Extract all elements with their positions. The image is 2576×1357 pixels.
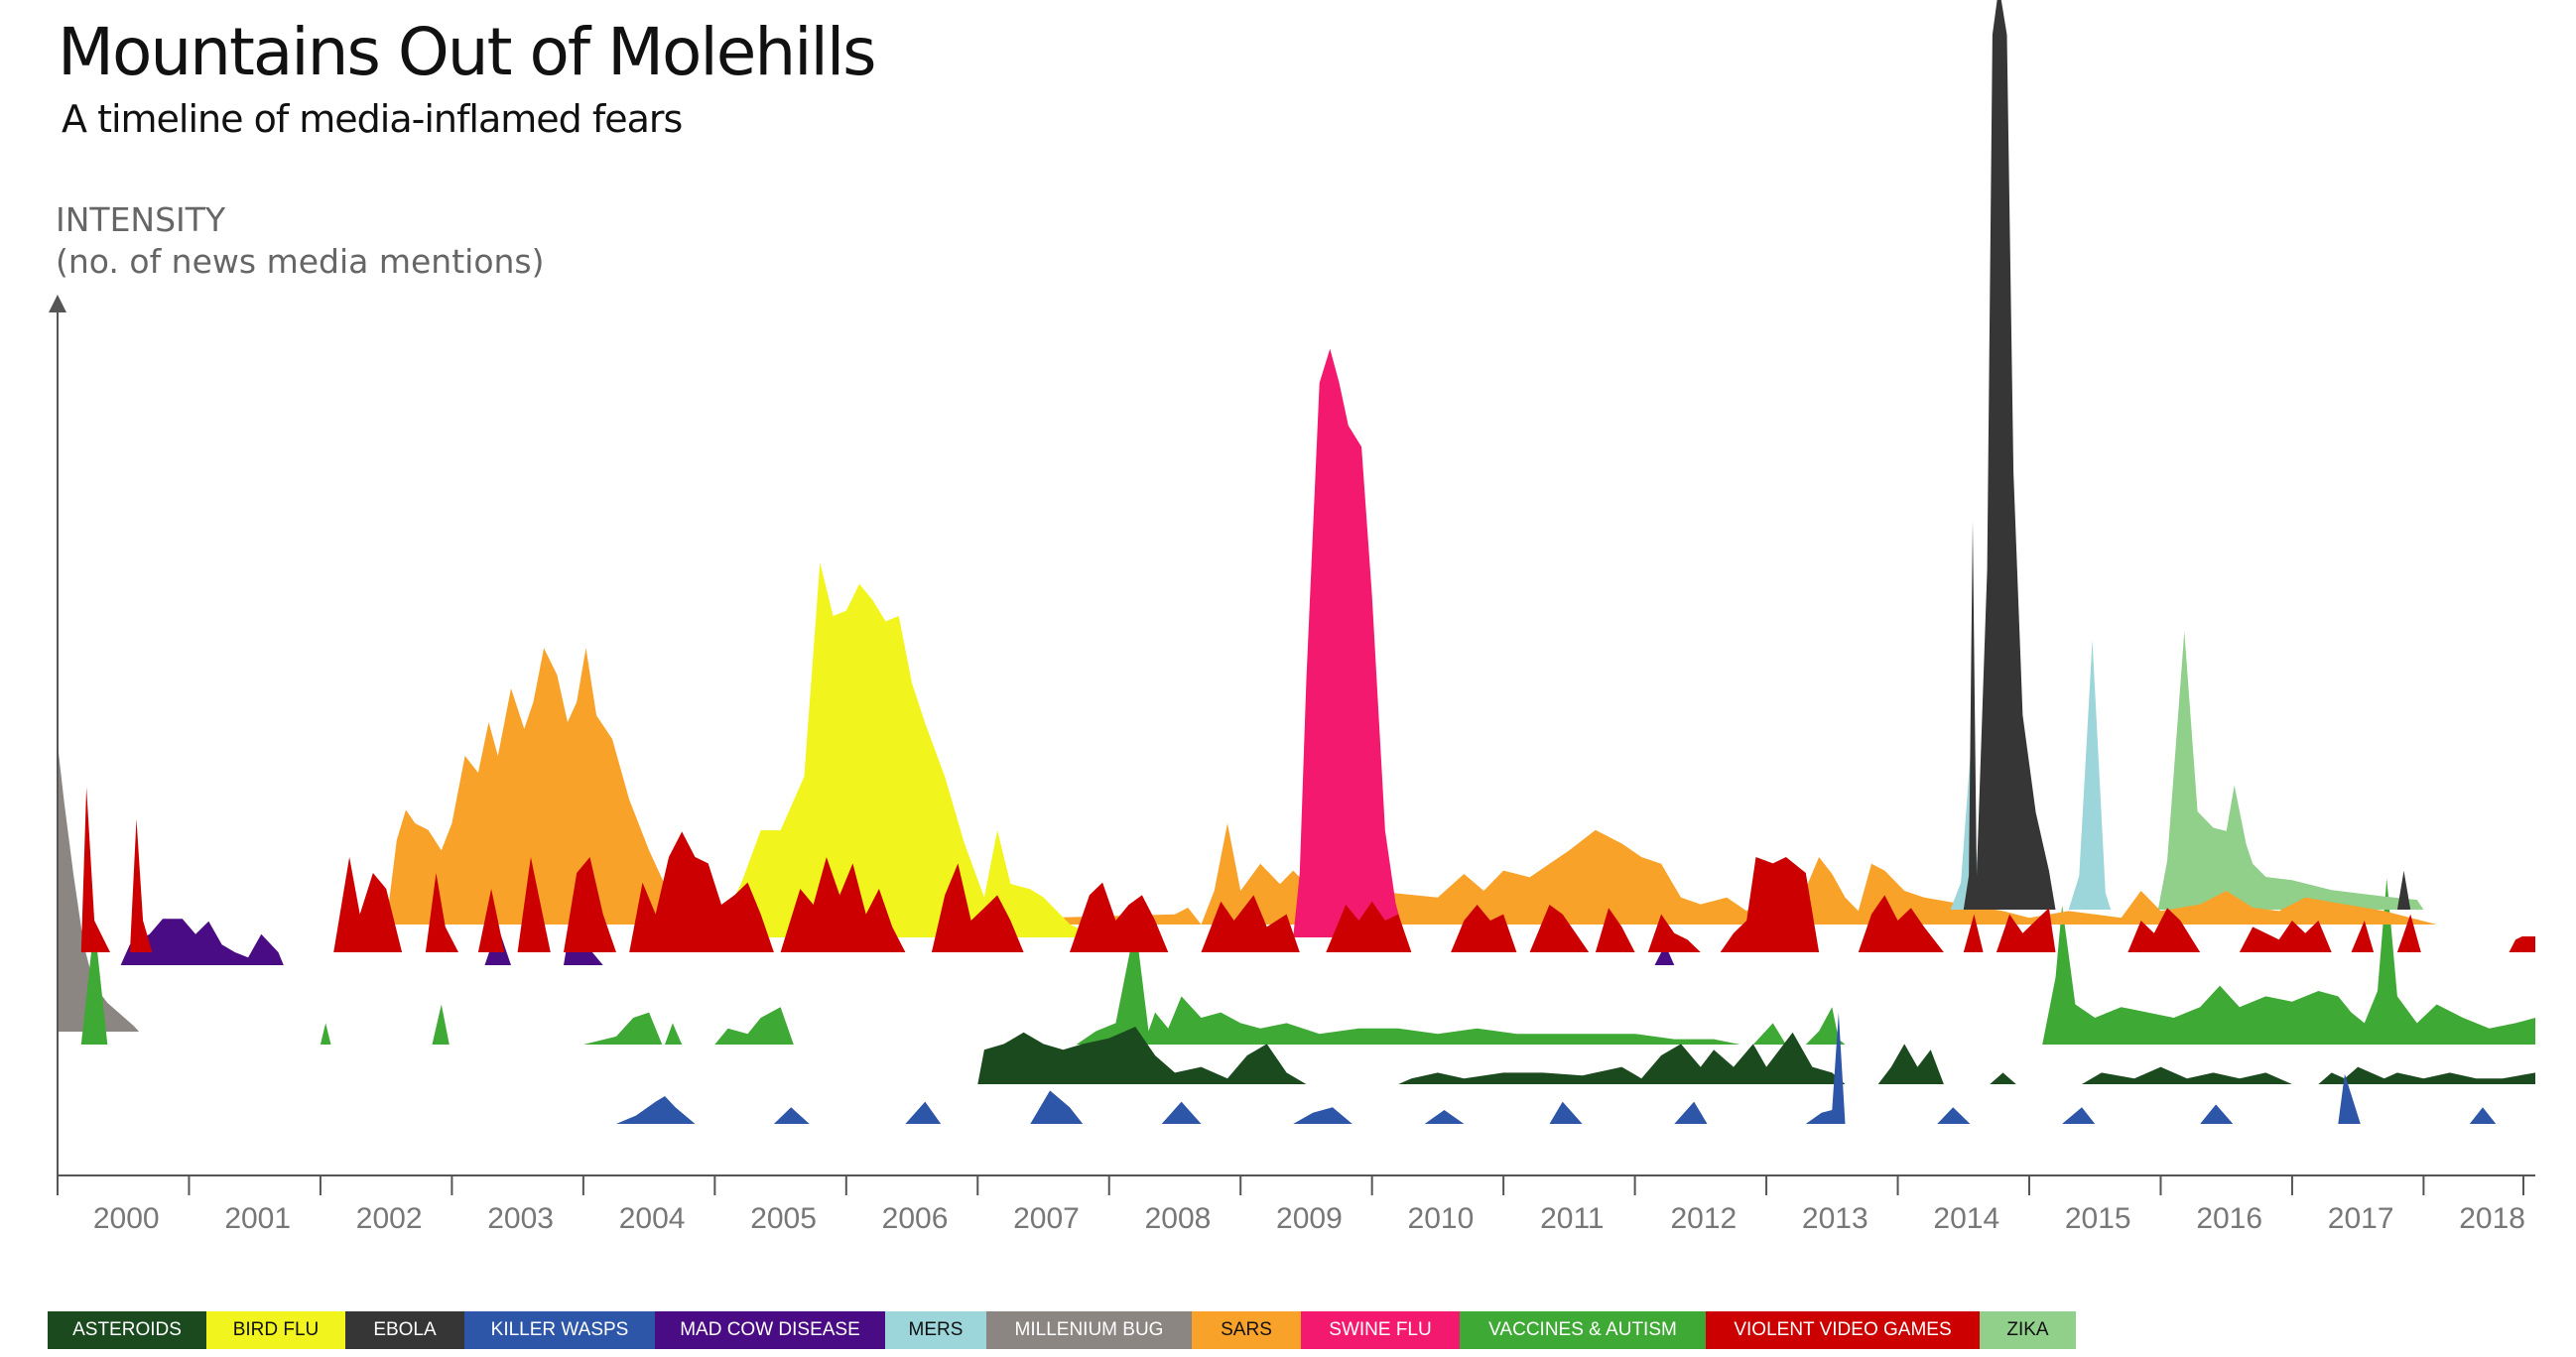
- x-tick-label-2009: 2009: [1276, 1202, 1343, 1235]
- legend-item-mad-cow-disease: MAD COW DISEASE: [655, 1311, 885, 1349]
- series-millenium-bug: [58, 744, 140, 1032]
- legend-item-bird-flu: BIRD FLU: [206, 1311, 345, 1349]
- legend-item-zika: ZIKA: [1980, 1311, 2076, 1349]
- legend-item-violent-video-games: VIOLENT VIDEO GAMES: [1706, 1311, 1980, 1349]
- x-tick-label-2018: 2018: [2459, 1202, 2525, 1235]
- x-tick-label-2000: 2000: [93, 1202, 160, 1235]
- x-tick-label-2013: 2013: [1802, 1202, 1868, 1235]
- y-axis-label: INTENSITY: [56, 200, 226, 239]
- x-tick-label-2006: 2006: [882, 1202, 949, 1235]
- x-tick-label-2014: 2014: [1933, 1202, 1999, 1235]
- x-tick-label-2015: 2015: [2065, 1202, 2131, 1235]
- series-vaccines-autism: [80, 878, 2535, 1045]
- legend: ASTEROIDS BIRD FLU EBOLA KILLER WASPS MAD CO…: [48, 1311, 2076, 1349]
- series-swine-flu: [1293, 348, 1405, 938]
- x-tick-label-2002: 2002: [356, 1202, 423, 1235]
- axes-group: 2000 2001 2002 2003 2004 2005 2006 2007 2008 2009…: [49, 295, 2535, 1235]
- y-axis-sublabel: (no. of news media mentions): [56, 242, 545, 281]
- series-ebola: [1963, 0, 2411, 910]
- chart-area: 2000 2001 2002 2003 2004 2005 2006 2007 2008 2009…: [49, 0, 2535, 1235]
- x-tick-label-2001: 2001: [224, 1202, 291, 1235]
- series-group: [58, 0, 2535, 1124]
- legend-item-millenium-bug: MILLENIUM BUG: [986, 1311, 1192, 1349]
- x-tick-label-2016: 2016: [2196, 1202, 2262, 1235]
- legend-item-asteroids: ASTEROIDS: [48, 1311, 206, 1349]
- legend-item-ebola: EBOLA: [345, 1311, 464, 1349]
- y-axis-arrow: [49, 295, 66, 312]
- series-violent-video-games: [58, 787, 2535, 952]
- chart-title: Mountains Out of Molehills: [58, 14, 877, 90]
- legend-item-swine-flu: SWINE FLU: [1301, 1311, 1460, 1349]
- series-asteroids: [977, 1027, 2535, 1084]
- chart-subtitle: A timeline of media-inflamed fears: [62, 97, 683, 141]
- legend-item-killer-wasps: KILLER WASPS: [464, 1311, 655, 1349]
- x-tick-label-2008: 2008: [1145, 1202, 1212, 1235]
- series-mers: [1950, 640, 2112, 910]
- x-tick-label-2010: 2010: [1408, 1202, 1475, 1235]
- series-zika: [2157, 631, 2424, 910]
- legend-item-sars: SARS: [1192, 1311, 1301, 1349]
- x-tick-label-2004: 2004: [619, 1202, 686, 1235]
- legend-item-vaccines-autism: VACCINES & AUTISM: [1460, 1311, 1706, 1349]
- x-tick-label-2017: 2017: [2328, 1202, 2394, 1235]
- x-tick-label-2011: 2011: [1540, 1202, 1605, 1235]
- legend-item-mers: MERS: [885, 1311, 986, 1349]
- series-bird-flu: [714, 562, 1096, 937]
- x-tick-label-2007: 2007: [1013, 1202, 1080, 1235]
- x-tick-label-2005: 2005: [750, 1202, 817, 1235]
- series-mad-cow-disease: [120, 888, 1675, 965]
- x-tick-label-2003: 2003: [487, 1202, 554, 1235]
- x-tick-label-2012: 2012: [1670, 1202, 1737, 1235]
